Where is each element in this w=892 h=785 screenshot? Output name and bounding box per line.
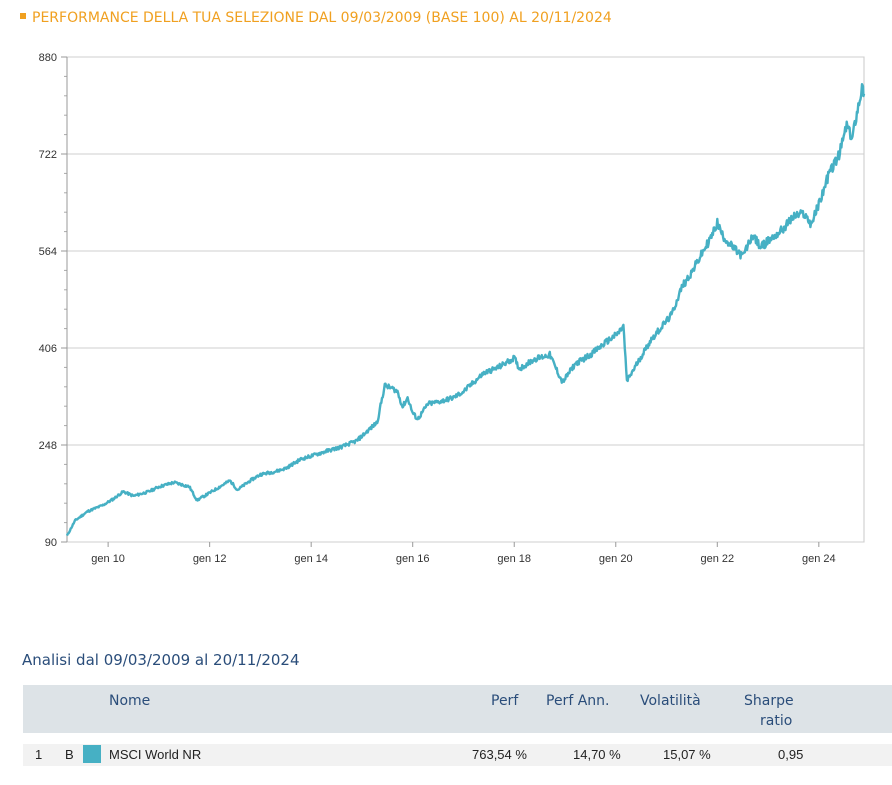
analysis-period-label: Analisi dal 09/03/2009 al 20/11/2024 [22,651,300,669]
plot-area [66,56,865,543]
x-tick-label: gen 18 [497,553,531,565]
x-axis-labels: gen 10 gen 12 gen 14 gen 16 gen 18 gen 20 gen … [91,553,835,565]
table-row[interactable]: 1 B MSCI World NR 763,54 % 14,70 % 15,07… [23,744,892,766]
series-color-swatch [83,745,101,763]
x-tick-label: gen 10 [91,553,125,565]
y-tick-label: 722 [39,149,57,161]
x-tick-label: gen 16 [396,553,430,565]
y-tick-label: 880 [39,52,57,64]
y-tick-label: 564 [39,246,57,258]
x-tick-label: gen 14 [294,553,328,565]
header-perf-ann[interactable]: Perf Ann. [546,693,610,709]
x-tick-label: gen 20 [599,553,633,565]
x-tick-label: gen 24 [802,553,836,565]
header-sharpe[interactable]: Sharpe [744,693,794,709]
y-tick-label: 90 [45,537,57,549]
header-name[interactable]: Nome [109,693,151,709]
title-bullet-icon [20,13,26,19]
x-tick-label: gen 22 [700,553,734,565]
header-sharpe-ratio[interactable]: ratio [760,713,793,729]
row-volatility: 15,07 % [663,747,711,762]
row-index: 1 [35,747,43,762]
y-axis-labels: 90 248 406 564 722 880 [39,52,57,549]
x-tick-label: gen 12 [193,553,227,565]
header-volatility[interactable]: Volatilità [640,693,701,709]
chart-axes [61,56,820,547]
y-tick-label: 406 [39,343,57,355]
row-code: B [65,747,74,762]
chart-title: PERFORMANCE DELLA TUA SELEZIONE DAL 09/0… [20,10,612,26]
row-name: MSCI World NR [109,747,202,762]
series-line-msci-world-nr [65,83,866,537]
y-tick-label: 248 [39,440,57,452]
chart-title-text: PERFORMANCE DELLA TUA SELEZIONE DAL 09/0… [32,10,612,26]
table-header: Nome Perf Perf Ann. Volatilità Sharpe ra… [23,685,892,733]
chart-series [65,83,866,537]
header-perf[interactable]: Perf [491,693,519,709]
chart-grid [66,56,865,543]
row-perf-ann: 14,70 % [573,747,621,762]
row-perf: 763,54 % [472,747,527,762]
row-sharpe: 0,95 [778,747,804,762]
